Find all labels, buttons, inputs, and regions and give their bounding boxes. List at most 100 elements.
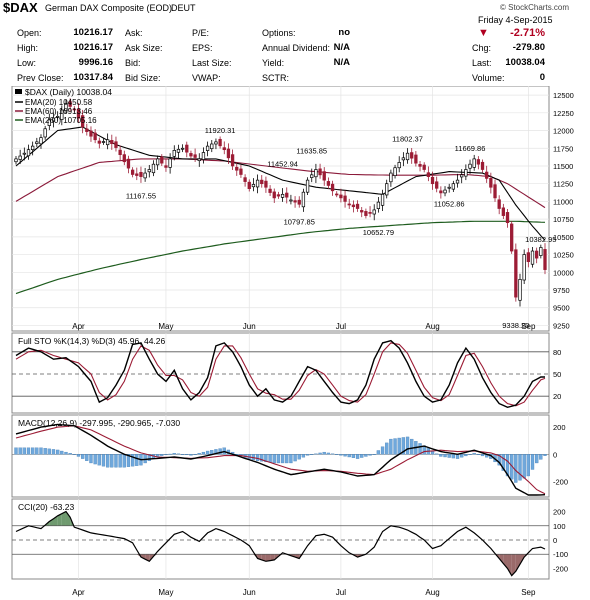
- macd-histogram-bar: [155, 454, 160, 457]
- legend-dax: $DAX (Daily) 10038.04: [25, 87, 112, 97]
- month-label-bottom: Jun: [243, 588, 256, 597]
- cci-oversold-fill: [140, 554, 146, 560]
- price-annotation: 10382.95: [525, 235, 556, 244]
- candle-body: [414, 154, 418, 164]
- macd-histogram-bar: [110, 454, 114, 468]
- macd-histogram-bar: [193, 454, 197, 455]
- candle-body: [139, 171, 143, 177]
- bid-size-label: Bid Size:: [125, 73, 161, 83]
- price-annotation: 9338.20: [502, 321, 529, 330]
- cci-overbought-fill: [65, 511, 71, 526]
- candle-body: [147, 169, 151, 173]
- chg-label: Chg:: [472, 43, 492, 53]
- macd-histogram-bar: [14, 447, 18, 455]
- macd-tick-label: -200: [553, 477, 568, 486]
- candle-body: [372, 209, 376, 215]
- cci-line: [15, 510, 546, 577]
- month-label-bottom: Jul: [336, 588, 346, 597]
- macd-histogram-bar: [26, 447, 31, 455]
- macd-histogram-bar: [389, 438, 393, 455]
- candle-body: [22, 152, 26, 155]
- candle-body: [64, 103, 68, 111]
- candle-body: [543, 249, 547, 270]
- candle-body: [39, 137, 43, 145]
- candle-body: [31, 145, 35, 151]
- macd-histogram-bar: [297, 454, 301, 460]
- price-tick-label: 12500: [553, 91, 574, 100]
- macd-histogram-bar: [368, 454, 372, 456]
- macd-line: [15, 423, 546, 496]
- legend-ema60: EMA(60) 10913.46: [25, 107, 93, 116]
- candle-body: [368, 212, 372, 214]
- candle-body: [472, 158, 476, 168]
- price-annotation: 11452.94: [267, 159, 298, 168]
- month-label: Jun: [243, 322, 256, 331]
- price-tick-label: 11250: [553, 180, 573, 189]
- month-label: May: [158, 322, 173, 331]
- candle-body: [155, 158, 160, 166]
- price-annotation: 11052.86: [434, 200, 465, 209]
- candle-body: [322, 171, 326, 181]
- ema60-line: [15, 158, 546, 209]
- macd-histogram-bar: [135, 454, 139, 466]
- macd-histogram-bar: [147, 454, 151, 461]
- macd-histogram-bar: [272, 454, 276, 464]
- vwap-label: VWAP:: [192, 73, 221, 83]
- macd-histogram-bar: [176, 453, 181, 455]
- macd-histogram-bar: [301, 454, 306, 458]
- candle-body: [56, 116, 60, 118]
- price-annotation: 11920.31: [205, 126, 236, 135]
- macd-histogram-bar: [476, 454, 481, 455]
- macd-histogram-bar: [539, 454, 543, 460]
- cci-overbought-fill: [57, 513, 62, 526]
- legend-swatch-dax: [15, 89, 22, 94]
- macd-histogram-bar: [85, 454, 89, 461]
- macd-histogram-bar: [160, 454, 164, 456]
- candle-body: [351, 204, 356, 208]
- macd-histogram-bar: [330, 453, 335, 455]
- candle-body: [464, 169, 468, 177]
- candle-body: [172, 150, 176, 157]
- macd-histogram-bar: [310, 454, 314, 455]
- cci-oversold-fill: [265, 554, 271, 562]
- price-tick-label: 12250: [553, 109, 574, 118]
- candle-body: [460, 174, 464, 178]
- date-label: Friday 4-Sep-2015: [478, 15, 553, 25]
- macd-histogram-bar: [360, 454, 364, 458]
- candle-body: [493, 184, 497, 199]
- macd-histogram-bar: [464, 454, 468, 457]
- dax-chart[interactable]: 11920.31 11167.55 11452.94 11635.85 10797.85…: [0, 86, 590, 600]
- price-tick-label: 9250: [553, 321, 570, 330]
- low-label: Low:: [17, 58, 37, 68]
- month-label-bottom: May: [158, 588, 173, 597]
- macd-histogram-bar: [351, 454, 356, 458]
- cci-oversold-fill: [511, 554, 516, 576]
- macd-tick-label: 200: [553, 423, 566, 432]
- candle-body: [260, 179, 264, 185]
- macd-histogram-bar: [68, 453, 72, 455]
- macd-histogram-bar: [89, 454, 93, 464]
- macd-histogram-bar: [180, 454, 185, 455]
- macd-histogram-bar: [268, 454, 272, 463]
- macd-histogram-bar: [326, 452, 331, 455]
- candle-body: [526, 252, 530, 263]
- macd-histogram-bar: [397, 437, 401, 455]
- macd-histogram-bar: [355, 454, 360, 459]
- candle-body: [347, 203, 351, 206]
- month-label: Apr: [72, 322, 85, 331]
- macd-histogram-bar: [376, 450, 381, 455]
- candle-body: [130, 169, 135, 175]
- prev-close-value: 10317.84: [73, 72, 113, 83]
- cci-panel: [11, 498, 550, 580]
- yield-value: N/A: [333, 57, 350, 68]
- candle-body: [455, 179, 460, 184]
- cci-tick-label: 0: [553, 536, 557, 545]
- price-tick-label: 9750: [553, 286, 570, 295]
- macd-histogram-bar: [172, 453, 176, 455]
- yield-label: Yield:: [262, 58, 285, 68]
- macd-histogram-bar: [205, 450, 210, 455]
- macd-histogram-bar: [530, 454, 535, 470]
- ask-size-label: Ask Size:: [125, 43, 163, 53]
- macd-histogram-bar: [314, 453, 318, 455]
- cci-oversold-fill: [270, 554, 275, 561]
